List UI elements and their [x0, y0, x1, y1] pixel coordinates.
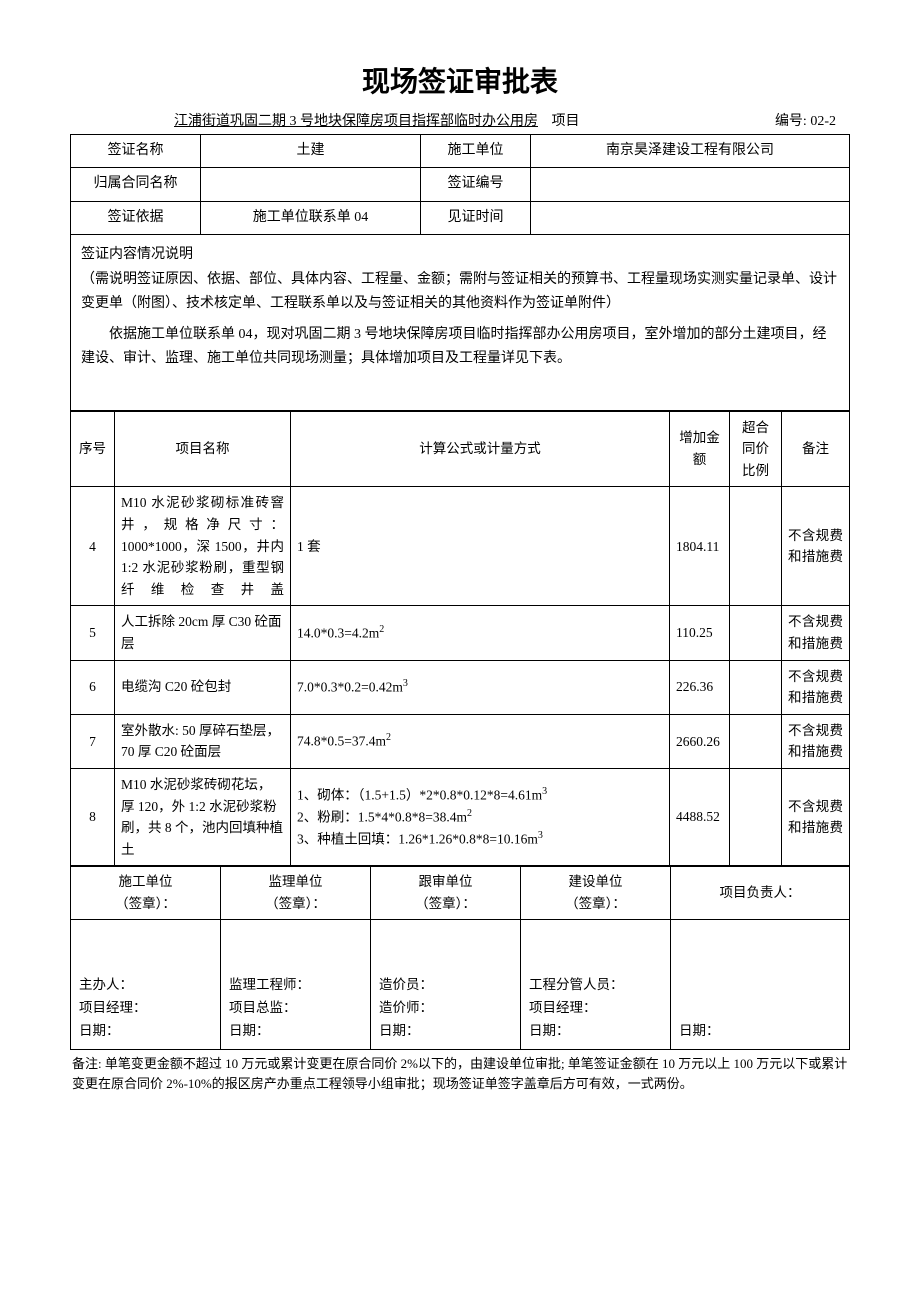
- sig-col1-body: 主办人：项目经理：日期：: [71, 919, 221, 1049]
- calc-6: 7.0*0.3*0.2=0.42m3: [291, 660, 670, 714]
- ratio-7: [730, 714, 782, 768]
- remark-8: 不含规费和措施费: [782, 768, 850, 865]
- item-row-8: 8 M10 水泥砂浆砖砌花坛，厚 120，外 1:2 水泥砂浆粉刷，共 8 个，…: [71, 768, 850, 865]
- name-6: 电缆沟 C20 砼包封: [115, 660, 291, 714]
- calc-4: 1 套: [291, 487, 670, 606]
- header-table: 签证名称 土建 施工单位 南京昊泽建设工程有限公司 归属合同名称 签证编号 签证…: [70, 134, 850, 411]
- amount-8: 4488.52: [670, 768, 730, 865]
- description-row: 签证内容情况说明 （需说明签证原因、依据、部位、具体内容、工程量、金额；需附与签…: [71, 235, 850, 411]
- signature-table: 施工单位（签章）： 监理单位（签章）： 跟审单位（签章）： 建设单位（签章）： …: [70, 866, 850, 1049]
- header-row-3: 签证依据 施工单位联系单 04 见证时间: [71, 201, 850, 234]
- value-visa-name: 土建: [201, 135, 421, 168]
- footnote: 备注: 单笔变更金额不超过 10 万元或累计变更在原合同价 2%以下的，由建设单…: [70, 1054, 850, 1096]
- label-witness-time: 见证时间: [421, 201, 531, 234]
- name-5: 人工拆除 20cm 厚 C30 砼面层: [115, 606, 291, 660]
- seq-8: 8: [71, 768, 115, 865]
- sig-body-row: 主办人：项目经理：日期： 监理工程师：项目总监：日期： 造价员：造价师：日期： …: [71, 919, 850, 1049]
- sig-col3-body: 造价员：造价师：日期：: [371, 919, 521, 1049]
- value-visa-basis: 施工单位联系单 04: [201, 201, 421, 234]
- ratio-6: [730, 660, 782, 714]
- ratio-5: [730, 606, 782, 660]
- items-header-row: 序号 项目名称 计算公式或计量方式 增加金额 超合同价比例 备注: [71, 411, 850, 487]
- col-amount: 增加金额: [670, 411, 730, 487]
- name-4: M10 水泥砂浆砌标准砖窨井，规格净尺寸：1000*1000，深 1500，井内…: [115, 487, 291, 606]
- sig-col2-title: 监理单位（签章）：: [221, 867, 371, 919]
- seq-5: 5: [71, 606, 115, 660]
- doc-no-value: 02-2: [810, 114, 836, 129]
- remark-6: 不含规费和措施费: [782, 660, 850, 714]
- project-line: 江浦街道巩固二期 3 号地块保障房项目指挥部临时办公用房 项目: [74, 110, 580, 130]
- seq-7: 7: [71, 714, 115, 768]
- desc-line1: 签证内容情况说明: [81, 243, 839, 268]
- calc-5: 14.0*0.3=4.2m2: [291, 606, 670, 660]
- col-calc: 计算公式或计量方式: [291, 411, 670, 487]
- value-visa-no: [531, 168, 850, 201]
- seq-6: 6: [71, 660, 115, 714]
- col-remark: 备注: [782, 411, 850, 487]
- sig-col3-title: 跟审单位（签章）：: [371, 867, 521, 919]
- desc-line2: （需说明签证原因、依据、部位、具体内容、工程量、金额；需附与签证相关的预算书、工…: [81, 268, 839, 317]
- ratio-4: [730, 487, 782, 606]
- doc-no-label: 编号:: [775, 114, 807, 129]
- sig-col5-body: 日期：: [671, 919, 850, 1049]
- subtitle-row: 江浦街道巩固二期 3 号地块保障房项目指挥部临时办公用房 项目 编号: 02-2: [70, 110, 850, 130]
- label-visa-name: 签证名称: [71, 135, 201, 168]
- sig-col5-title: 项目负责人：: [671, 867, 850, 919]
- col-seq: 序号: [71, 411, 115, 487]
- seq-4: 4: [71, 487, 115, 606]
- sig-col2-body: 监理工程师：项目总监：日期：: [221, 919, 371, 1049]
- item-row-5: 5 人工拆除 20cm 厚 C30 砼面层 14.0*0.3=4.2m2 110…: [71, 606, 850, 660]
- amount-7: 2660.26: [670, 714, 730, 768]
- sig-title-row: 施工单位（签章）： 监理单位（签章）： 跟审单位（签章）： 建设单位（签章）： …: [71, 867, 850, 919]
- item-row-4: 4 M10 水泥砂浆砌标准砖窨井，规格净尺寸：1000*1000，深 1500，…: [71, 487, 850, 606]
- sig-col1-title: 施工单位（签章）：: [71, 867, 221, 919]
- amount-6: 226.36: [670, 660, 730, 714]
- calc-8: 1、砌体：（1.5+1.5）*2*0.8*0.12*8=4.61m32、粉刷：1…: [291, 768, 670, 865]
- sig-col4-title: 建设单位（签章）：: [521, 867, 671, 919]
- ratio-8: [730, 768, 782, 865]
- name-8: M10 水泥砂浆砖砌花坛，厚 120，外 1:2 水泥砂浆粉刷，共 8 个，池内…: [115, 768, 291, 865]
- value-witness-time: [531, 201, 850, 234]
- value-contract-name: [201, 168, 421, 201]
- calc-7: 74.8*0.5=37.4m2: [291, 714, 670, 768]
- col-name: 项目名称: [115, 411, 291, 487]
- project-suffix: 项目: [552, 114, 580, 129]
- project-name: 江浦街道巩固二期 3 号地块保障房项目指挥部临时办公用房: [74, 114, 538, 129]
- remark-5: 不含规费和措施费: [782, 606, 850, 660]
- label-contract-name: 归属合同名称: [71, 168, 201, 201]
- amount-4: 1804.11: [670, 487, 730, 606]
- item-row-6: 6 电缆沟 C20 砼包封 7.0*0.3*0.2=0.42m3 226.36 …: [71, 660, 850, 714]
- remark-4: 不含规费和措施费: [782, 487, 850, 606]
- header-row-2: 归属合同名称 签证编号: [71, 168, 850, 201]
- page-title: 现场签证审批表: [70, 60, 850, 100]
- col-ratio: 超合同价比例: [730, 411, 782, 487]
- value-construction-unit: 南京昊泽建设工程有限公司: [531, 135, 850, 168]
- desc-line3: 依据施工单位联系单 04，现对巩固二期 3 号地块保障房项目临时指挥部办公用房项…: [81, 323, 839, 372]
- description-cell: 签证内容情况说明 （需说明签证原因、依据、部位、具体内容、工程量、金额；需附与签…: [71, 235, 850, 411]
- label-visa-basis: 签证依据: [71, 201, 201, 234]
- sig-col4-body: 工程分管人员：项目经理：日期：: [521, 919, 671, 1049]
- remark-7: 不含规费和措施费: [782, 714, 850, 768]
- name-7: 室外散水: 50 厚碎石垫层，70 厚 C20 砼面层: [115, 714, 291, 768]
- doc-number: 编号: 02-2: [775, 110, 836, 130]
- header-row-1: 签证名称 土建 施工单位 南京昊泽建设工程有限公司: [71, 135, 850, 168]
- item-row-7: 7 室外散水: 50 厚碎石垫层，70 厚 C20 砼面层 74.8*0.5=3…: [71, 714, 850, 768]
- amount-5: 110.25: [670, 606, 730, 660]
- label-construction-unit: 施工单位: [421, 135, 531, 168]
- label-visa-no: 签证编号: [421, 168, 531, 201]
- items-table: 序号 项目名称 计算公式或计量方式 增加金额 超合同价比例 备注 4 M10 水…: [70, 411, 850, 867]
